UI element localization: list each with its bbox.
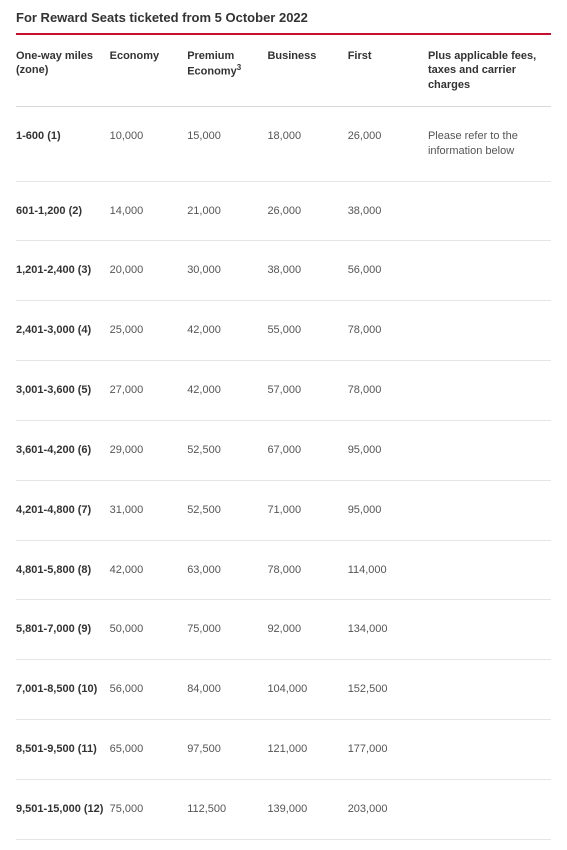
cell-fees bbox=[428, 181, 551, 241]
table-body: 1-600 (1)10,00015,00018,00026,000Please … bbox=[16, 106, 551, 839]
cell-premium: 97,500 bbox=[187, 720, 267, 780]
table-row: 3,001-3,600 (5)27,00042,00057,00078,000 bbox=[16, 361, 551, 421]
cell-premium: 15,000 bbox=[187, 106, 267, 181]
cell-first: 152,500 bbox=[348, 660, 428, 720]
cell-business: 78,000 bbox=[267, 540, 347, 600]
cell-first: 78,000 bbox=[348, 361, 428, 421]
cell-fees bbox=[428, 420, 551, 480]
col-header-first: First bbox=[348, 35, 428, 106]
cell-economy: 29,000 bbox=[110, 420, 188, 480]
table-row: 1-600 (1)10,00015,00018,00026,000Please … bbox=[16, 106, 551, 181]
cell-premium: 84,000 bbox=[187, 660, 267, 720]
cell-first: 134,000 bbox=[348, 600, 428, 660]
cell-business: 104,000 bbox=[267, 660, 347, 720]
cell-first: 177,000 bbox=[348, 720, 428, 780]
cell-first: 78,000 bbox=[348, 301, 428, 361]
cell-premium: 21,000 bbox=[187, 181, 267, 241]
cell-business: 38,000 bbox=[267, 241, 347, 301]
cell-economy: 10,000 bbox=[110, 106, 188, 181]
cell-economy: 42,000 bbox=[110, 540, 188, 600]
cell-business: 121,000 bbox=[267, 720, 347, 780]
cell-zone: 2,401-3,000 (4) bbox=[16, 301, 110, 361]
cell-business: 18,000 bbox=[267, 106, 347, 181]
cell-first: 56,000 bbox=[348, 241, 428, 301]
cell-business: 26,000 bbox=[267, 181, 347, 241]
table-row: 3,601-4,200 (6)29,00052,50067,00095,000 bbox=[16, 420, 551, 480]
cell-economy: 27,000 bbox=[110, 361, 188, 421]
table-row: 9,501-15,000 (12)75,000112,500139,000203… bbox=[16, 780, 551, 840]
cell-first: 38,000 bbox=[348, 181, 428, 241]
cell-business: 55,000 bbox=[267, 301, 347, 361]
cell-fees bbox=[428, 600, 551, 660]
cell-economy: 14,000 bbox=[110, 181, 188, 241]
cell-zone: 9,501-15,000 (12) bbox=[16, 780, 110, 840]
table-row: 5,801-7,000 (9)50,00075,00092,000134,000 bbox=[16, 600, 551, 660]
cell-premium: 75,000 bbox=[187, 600, 267, 660]
cell-economy: 25,000 bbox=[110, 301, 188, 361]
cell-economy: 20,000 bbox=[110, 241, 188, 301]
cell-economy: 50,000 bbox=[110, 600, 188, 660]
col-header-zone: One-way miles (zone) bbox=[16, 35, 110, 106]
cell-zone: 5,801-7,000 (9) bbox=[16, 600, 110, 660]
cell-zone: 1,201-2,400 (3) bbox=[16, 241, 110, 301]
table-row: 1,201-2,400 (3)20,00030,00038,00056,000 bbox=[16, 241, 551, 301]
cell-fees bbox=[428, 241, 551, 301]
cell-first: 114,000 bbox=[348, 540, 428, 600]
cell-zone: 601-1,200 (2) bbox=[16, 181, 110, 241]
reward-table: One-way miles (zone) Economy Premium Eco… bbox=[16, 35, 551, 840]
cell-business: 92,000 bbox=[267, 600, 347, 660]
cell-zone: 8,501-9,500 (11) bbox=[16, 720, 110, 780]
cell-first: 95,000 bbox=[348, 480, 428, 540]
cell-fees bbox=[428, 361, 551, 421]
cell-fees bbox=[428, 720, 551, 780]
section-title: For Reward Seats ticketed from 5 October… bbox=[16, 10, 551, 35]
cell-fees bbox=[428, 301, 551, 361]
table-row: 2,401-3,000 (4)25,00042,00055,00078,000 bbox=[16, 301, 551, 361]
cell-first: 26,000 bbox=[348, 106, 428, 181]
cell-zone: 4,201-4,800 (7) bbox=[16, 480, 110, 540]
cell-economy: 31,000 bbox=[110, 480, 188, 540]
cell-economy: 75,000 bbox=[110, 780, 188, 840]
cell-premium: 63,000 bbox=[187, 540, 267, 600]
cell-first: 203,000 bbox=[348, 780, 428, 840]
cell-premium: 30,000 bbox=[187, 241, 267, 301]
cell-fees bbox=[428, 480, 551, 540]
cell-zone: 7,001-8,500 (10) bbox=[16, 660, 110, 720]
cell-business: 67,000 bbox=[267, 420, 347, 480]
table-row: 4,201-4,800 (7)31,00052,50071,00095,000 bbox=[16, 480, 551, 540]
cell-economy: 56,000 bbox=[110, 660, 188, 720]
table-row: 601-1,200 (2)14,00021,00026,00038,000 bbox=[16, 181, 551, 241]
cell-business: 139,000 bbox=[267, 780, 347, 840]
cell-premium: 112,500 bbox=[187, 780, 267, 840]
col-header-business: Business bbox=[267, 35, 347, 106]
col-header-economy: Economy bbox=[110, 35, 188, 106]
cell-fees: Please refer to the information below bbox=[428, 106, 551, 181]
cell-first: 95,000 bbox=[348, 420, 428, 480]
cell-business: 57,000 bbox=[267, 361, 347, 421]
table-row: 7,001-8,500 (10)56,00084,000104,000152,5… bbox=[16, 660, 551, 720]
cell-fees bbox=[428, 540, 551, 600]
cell-fees bbox=[428, 780, 551, 840]
table-header-row: One-way miles (zone) Economy Premium Eco… bbox=[16, 35, 551, 106]
table-row: 8,501-9,500 (11)65,00097,500121,000177,0… bbox=[16, 720, 551, 780]
table-row: 4,801-5,800 (8)42,00063,00078,000114,000 bbox=[16, 540, 551, 600]
premium-label: Premium Economy bbox=[187, 50, 237, 78]
cell-premium: 52,500 bbox=[187, 420, 267, 480]
cell-premium: 52,500 bbox=[187, 480, 267, 540]
cell-zone: 3,601-4,200 (6) bbox=[16, 420, 110, 480]
col-header-premium: Premium Economy3 bbox=[187, 35, 267, 106]
cell-premium: 42,000 bbox=[187, 301, 267, 361]
cell-zone: 4,801-5,800 (8) bbox=[16, 540, 110, 600]
cell-business: 71,000 bbox=[267, 480, 347, 540]
cell-zone: 1-600 (1) bbox=[16, 106, 110, 181]
cell-premium: 42,000 bbox=[187, 361, 267, 421]
cell-zone: 3,001-3,600 (5) bbox=[16, 361, 110, 421]
cell-fees bbox=[428, 660, 551, 720]
cell-economy: 65,000 bbox=[110, 720, 188, 780]
col-header-fees: Plus applicable fees, taxes and carrier … bbox=[428, 35, 551, 106]
premium-footnote: 3 bbox=[237, 63, 241, 72]
